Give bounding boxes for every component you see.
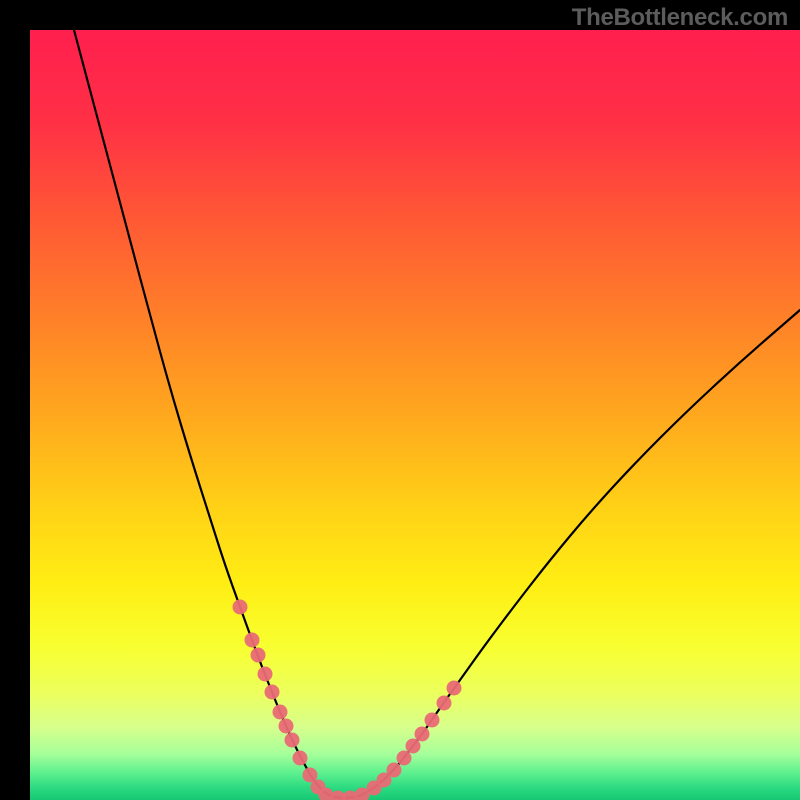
data-marker (425, 713, 440, 728)
data-marker (285, 733, 300, 748)
data-marker (279, 719, 294, 734)
data-marker (415, 727, 430, 742)
data-marker (387, 763, 402, 778)
data-marker (273, 705, 288, 720)
data-marker (397, 751, 412, 766)
chart-frame: TheBottleneck.com (0, 0, 800, 800)
data-marker (406, 739, 421, 754)
data-marker (437, 696, 452, 711)
data-marker (251, 648, 266, 663)
data-marker (258, 667, 273, 682)
watermark-text: TheBottleneck.com (572, 4, 788, 32)
data-marker (265, 685, 280, 700)
data-marker (245, 633, 260, 648)
data-marker (447, 681, 462, 696)
data-marker (233, 600, 248, 615)
chart-svg (30, 30, 800, 800)
plot-area (30, 30, 800, 800)
data-marker (293, 751, 308, 766)
